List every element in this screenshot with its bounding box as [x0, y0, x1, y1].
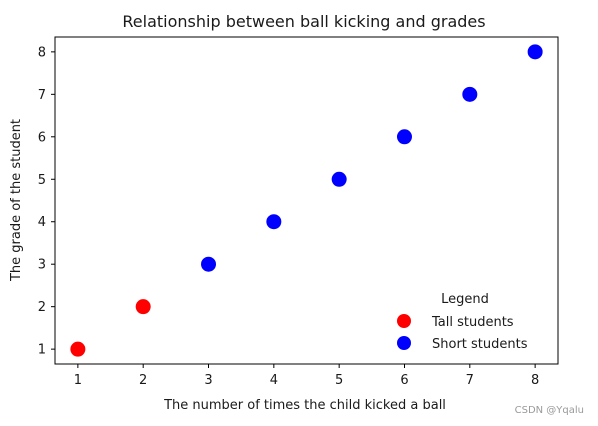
y-tick-label: 7 [38, 88, 46, 103]
legend-label-short-students: Short students [432, 337, 528, 352]
legend-marker-short-students [397, 336, 411, 350]
y-tick-label: 2 [38, 300, 46, 315]
legend: Legend Tall students Short students [397, 292, 528, 352]
y-tick-label: 3 [38, 258, 46, 273]
legend-title: Legend [441, 292, 489, 307]
x-tick-label: 7 [466, 373, 474, 388]
x-tick-label: 2 [139, 373, 147, 388]
data-point-short-students [527, 44, 543, 60]
legend-label-tall-students: Tall students [431, 315, 514, 330]
data-point-short-students [462, 86, 478, 102]
x-axis: 1 2 3 4 5 6 7 8 [74, 364, 539, 388]
data-point-short-students [396, 129, 412, 145]
data-point-short-students [266, 214, 282, 230]
data-point-tall-students [135, 299, 151, 315]
data-point-short-students [201, 256, 217, 272]
data-point-tall-students [70, 341, 86, 357]
x-tick-label: 6 [400, 373, 408, 388]
data-points [70, 44, 543, 357]
x-tick-label: 5 [335, 373, 343, 388]
y-tick-label: 4 [38, 215, 46, 230]
y-tick-label: 6 [38, 130, 46, 145]
x-axis-label: The number of times the child kicked a b… [163, 398, 446, 413]
data-point-short-students [331, 171, 347, 187]
y-tick-label: 5 [38, 173, 46, 188]
y-tick-label: 8 [38, 45, 46, 60]
plot-area-frame [54, 36, 559, 365]
watermark: CSDN @Yqalu [514, 405, 584, 416]
y-axis-label: The grade of the student [9, 119, 24, 282]
legend-marker-tall-students [397, 314, 411, 328]
y-tick-label: 1 [38, 343, 46, 358]
x-tick-label: 4 [270, 373, 278, 388]
y-axis: 1 2 3 4 5 6 7 8 [38, 45, 55, 358]
chart-title: Relationship between ball kicking and gr… [122, 12, 485, 31]
x-tick-label: 1 [74, 373, 82, 388]
x-tick-label: 8 [531, 373, 539, 388]
x-tick-label: 3 [204, 373, 212, 388]
